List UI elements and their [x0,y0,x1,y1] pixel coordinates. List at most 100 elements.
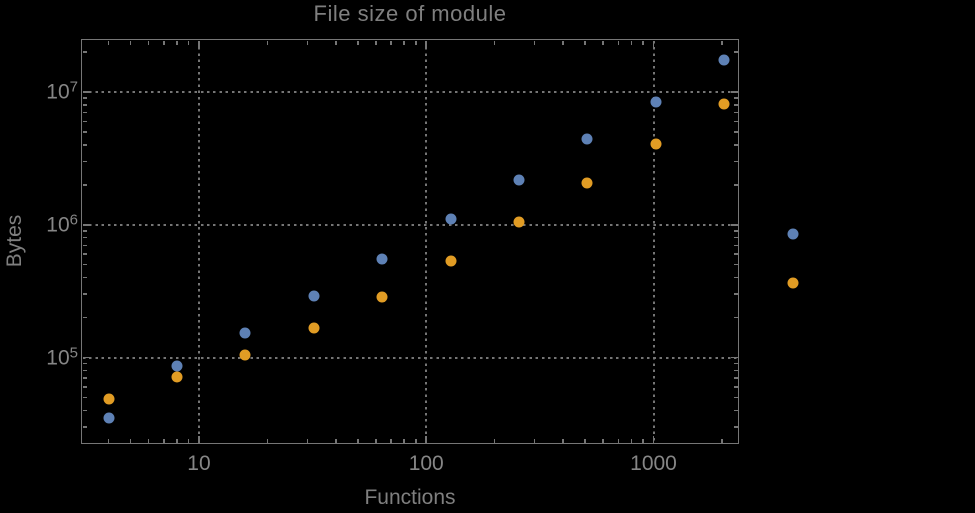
tick-mark [733,160,738,163]
gridline-x-10 [197,41,200,443]
tick-mark [147,41,150,45]
data-point-blue [581,133,593,145]
data-point-blue [171,360,183,372]
tick-mark [82,236,87,239]
gridline-y-10e5 [82,356,738,359]
tick-mark [733,253,738,255]
tick-mark [82,144,87,146]
tick-mark [733,386,738,388]
tick-mark [82,120,87,123]
data-point-orange [718,98,730,110]
tick-mark [198,436,200,443]
data-point-orange [239,349,251,361]
x-tick-label: 1000 [630,452,677,475]
tick-mark [642,41,644,45]
tick-mark [82,230,87,232]
tick-mark [602,439,604,443]
tick-mark [82,276,87,279]
y-axis-label-text: Bytes [3,214,26,268]
tick-mark [617,41,620,45]
tick-mark [733,111,738,114]
gridline-y-10e6 [82,223,738,226]
tick-mark [82,316,87,319]
tick-mark [163,439,165,443]
tick-mark [82,386,87,388]
tick-mark [425,41,427,48]
tick-mark [82,244,87,247]
plot-frame [81,39,739,444]
gridline-x-1000 [652,41,655,443]
tick-mark [415,439,417,443]
tick-mark [375,41,377,45]
tick-mark [82,396,87,399]
tick-mark [266,439,269,443]
tick-mark [630,41,633,45]
tick-mark [357,41,359,45]
tick-mark [82,51,87,53]
tick-mark [733,97,738,99]
tick-mark [403,439,405,443]
tick-mark [730,91,738,93]
tick-mark [163,41,165,45]
data-point-blue [376,253,388,265]
tick-mark [403,41,405,45]
tick-mark [733,263,738,266]
tick-mark [425,436,427,443]
tick-mark [415,41,417,45]
tick-mark [82,91,90,93]
tick-mark [733,236,738,239]
chart-title: File size of module [313,1,507,26]
data-point-orange [376,291,388,303]
tick-mark [642,439,644,443]
tick-mark [652,41,655,48]
tick-mark [82,377,87,379]
gridline-y-10e7 [82,91,738,93]
tick-mark [733,144,738,146]
data-point-blue [239,327,251,339]
tick-mark [82,293,87,295]
tick-mark [390,439,392,443]
tick-mark [562,439,564,443]
tick-mark [733,316,738,319]
tick-mark [129,41,132,45]
tick-mark [82,131,87,133]
tick-mark [82,426,87,428]
tick-mark [617,439,620,443]
tick-mark [129,439,132,443]
tick-mark [82,356,90,359]
tick-mark [107,439,110,443]
data-point-orange [650,138,662,150]
data-point-orange [445,255,457,267]
tick-mark [493,439,496,443]
data-point-orange [308,322,320,334]
tick-mark [652,436,655,443]
tick-mark [733,396,738,399]
tick-mark [187,439,190,443]
tick-mark [721,41,723,45]
x-axis-label: Functions [364,486,456,509]
tick-mark [82,369,87,372]
tick-mark [82,362,87,365]
tick-mark [82,253,87,255]
tick-mark [82,97,87,99]
tick-mark [187,41,190,45]
tick-mark [730,356,738,359]
tick-mark [82,111,87,114]
y-tick-label: 105 [46,344,78,370]
data-point-blue [513,174,525,186]
data-point-orange [787,277,799,289]
tick-mark [562,41,564,45]
tick-mark [733,426,738,428]
tick-mark [176,439,178,443]
tick-mark [733,120,738,123]
tick-mark [266,41,269,45]
tick-mark [733,184,738,186]
gridline-x-100 [425,41,428,443]
tick-mark [733,409,738,412]
tick-mark [82,224,90,226]
tick-mark [335,41,337,45]
tick-mark [584,41,586,45]
tick-mark [82,263,87,266]
tick-mark [733,131,738,133]
